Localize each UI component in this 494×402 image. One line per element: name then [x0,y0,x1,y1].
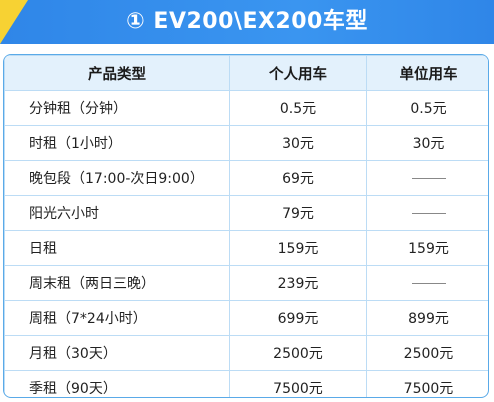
product-type-label: 周末租（两日三晚） [29,276,155,292]
personal-price-value: 159元 [277,241,319,257]
cell-personal-price: 2500元 [229,335,367,371]
cell-company-price: 2500元 [366,335,488,371]
personal-price-value: 239元 [277,276,319,292]
personal-price-value: 2500元 [273,346,323,362]
cell-product-type: 晚包段（17:00-次日9:00） [4,160,230,196]
cell-personal-price: 7500元 [229,370,367,397]
company-price-value: 30元 [412,136,445,152]
table-row: 季租（90天） 7500元 7500元 [4,370,488,397]
not-available-dash [411,212,446,214]
cell-company-price: 7500元 [366,370,488,397]
banner-corner-accent [0,0,28,44]
product-type-label: 阳光六小时 [29,206,99,222]
table-row: 月租（30天） 2500元 2500元 [4,335,488,371]
company-price-value: 899元 [408,311,449,327]
company-price-value: 0.5元 [410,101,447,117]
company-price-value: 2500元 [403,346,454,362]
cell-product-type: 周租（7*24小时） [4,300,230,336]
product-type-label: 周租（7*24小时） [29,311,147,327]
cell-personal-price: 159元 [229,230,367,266]
table-row: 周末租（两日三晚） 239元 [4,265,488,301]
product-type-label: 晚包段（17:00-次日9:00） [29,171,204,187]
personal-price-value: 0.5元 [279,101,317,117]
header-product-type: 产品类型 [4,55,230,91]
header-personal: 个人用车 [229,55,367,91]
cell-product-type: 周末租（两日三晚） [4,265,230,301]
cell-personal-price: 30元 [229,125,367,161]
cell-product-type: 季租（90天） [4,370,230,397]
product-type-label: 日租 [29,241,57,257]
header-company: 单位用车 [366,55,488,91]
not-available-dash [411,282,446,284]
cell-company-price [366,195,488,231]
table-row: 阳光六小时 79元 [4,195,488,231]
cell-company-price: 159元 [366,230,488,266]
cell-product-type: 月租（30天） [4,335,230,371]
page-title: ① EV200\EX200车型 [126,9,368,34]
table-row: 周租（7*24小时） 699元 899元 [4,300,488,336]
table-row: 晚包段（17:00-次日9:00） 69元 [4,160,488,196]
not-available-dash [411,177,446,179]
title-banner: ① EV200\EX200车型 [0,0,494,44]
cell-company-price: 899元 [366,300,488,336]
table-row: 分钟租（分钟） 0.5元 0.5元 [4,90,488,126]
table-row: 日租 159元 159元 [4,230,488,266]
table-header-row: 产品类型 个人用车 单位用车 [4,55,488,91]
personal-price-value: 69元 [282,171,314,187]
cell-personal-price: 239元 [229,265,367,301]
cell-company-price: 30元 [366,125,488,161]
cell-personal-price: 69元 [229,160,367,196]
pricing-table: 产品类型 个人用车 单位用车 分钟租（分钟） 0.5元 0.5元时租（1小时） 30元… [4,55,488,397]
cell-company-price: 0.5元 [366,90,488,126]
personal-price-value: 79元 [282,206,314,222]
product-type-label: 季租（90天） [29,381,117,397]
pricing-table-container: 产品类型 个人用车 单位用车 分钟租（分钟） 0.5元 0.5元时租（1小时） 30元… [3,54,489,398]
personal-price-value: 699元 [277,311,319,327]
company-price-value: 7500元 [403,381,454,397]
cell-personal-price: 699元 [229,300,367,336]
product-type-label: 时租（1小时） [29,136,122,152]
personal-price-value: 7500元 [273,381,323,397]
cell-company-price [366,265,488,301]
product-type-label: 月租（30天） [29,346,117,362]
product-type-label: 分钟租（分钟） [29,101,127,117]
cell-personal-price: 0.5元 [229,90,367,126]
cell-product-type: 时租（1小时） [4,125,230,161]
cell-product-type: 阳光六小时 [4,195,230,231]
table-row: 时租（1小时） 30元 30元 [4,125,488,161]
cell-personal-price: 79元 [229,195,367,231]
personal-price-value: 30元 [282,136,314,152]
company-price-value: 159元 [408,241,449,257]
cell-company-price [366,160,488,196]
cell-product-type: 分钟租（分钟） [4,90,230,126]
cell-product-type: 日租 [4,230,230,266]
